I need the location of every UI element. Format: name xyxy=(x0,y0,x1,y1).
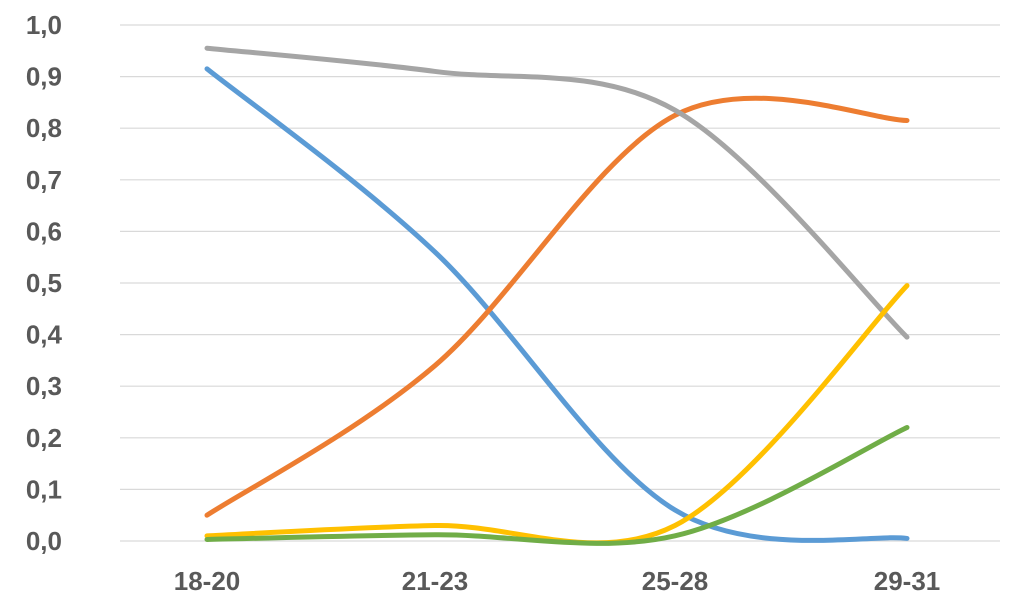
y-tick-label: 0,6 xyxy=(26,216,62,246)
y-tick-label: 0,4 xyxy=(26,320,63,350)
y-tick-label: 0,0 xyxy=(26,526,62,556)
x-tick-label: 21-23 xyxy=(402,566,469,596)
series-line-4 xyxy=(204,283,910,546)
series-line-1 xyxy=(204,66,910,543)
y-tick-label: 0,9 xyxy=(26,62,62,92)
y-tick-label: 0,3 xyxy=(26,371,62,401)
series-line-2 xyxy=(204,95,910,518)
series-line-3 xyxy=(204,45,910,340)
series-line-5 xyxy=(204,424,910,546)
y-tick-label: 1,0 xyxy=(26,10,62,40)
y-tick-label: 0,7 xyxy=(26,165,62,195)
x-axis-tick-labels: 18-20 21-23 25-28 29-31 xyxy=(174,566,941,596)
y-tick-label: 0,8 xyxy=(26,113,62,143)
x-tick-label: 29-31 xyxy=(874,566,941,596)
gridlines xyxy=(120,24,1000,542)
y-tick-label: 0,2 xyxy=(26,423,62,453)
x-tick-label: 18-20 xyxy=(174,566,241,596)
series-lines xyxy=(204,45,910,546)
x-tick-label: 25-28 xyxy=(642,566,709,596)
y-axis-tick-labels: 0,0 0,1 0,2 0,3 0,4 0,5 0,6 0,7 0,8 0,9 1,0 xyxy=(26,10,63,556)
y-tick-label: 0,5 xyxy=(26,268,62,298)
y-tick-label: 0,1 xyxy=(26,474,62,504)
